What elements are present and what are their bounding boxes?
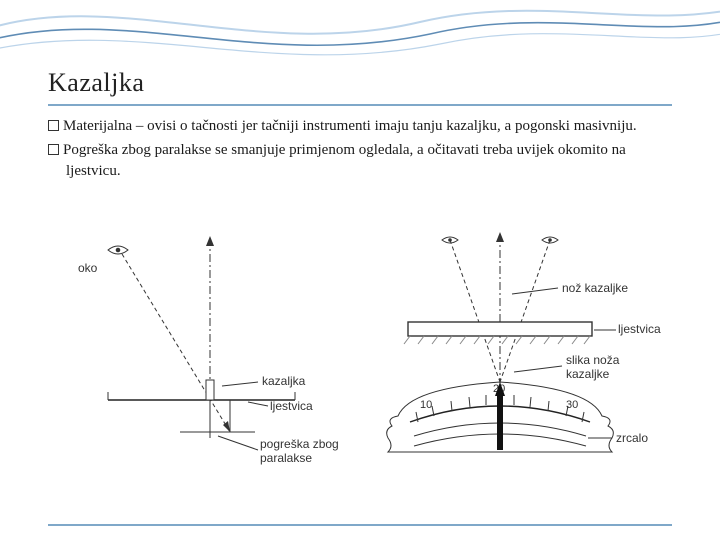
label-oko: oko: [78, 261, 98, 275]
bullet-2-text: Pogreška zbog paralakse se smanjuje prim…: [63, 142, 626, 178]
scale-10: 10: [420, 399, 432, 411]
scale-30: 30: [566, 399, 578, 411]
diagrams: oko kazaljka ljestvica pogreška zbog par…: [60, 232, 670, 502]
slide-bottom-rule: [48, 524, 672, 526]
label-zrcalo: zrcalo: [616, 431, 648, 445]
left-diagram: oko kazaljka ljestvica pogreška zbog par…: [78, 236, 339, 465]
slide-content: Kazaljka Materijalna – ovisi o tačnosti …: [48, 68, 672, 185]
bullet-list: Materijalna – ovisi o tačnosti jer tačni…: [48, 116, 672, 181]
label-noz: nož kazaljke: [562, 281, 628, 295]
slide-title: Kazaljka: [48, 68, 672, 106]
label-pogreska-2: paralakse: [260, 451, 312, 465]
right-diagram: nož kazaljke ljestvica slika noža kazalj…: [387, 232, 661, 452]
label-pogreska-1: pogreška zbog: [260, 437, 339, 451]
bullet-1: Materijalna – ovisi o tačnosti jer tačni…: [48, 116, 672, 136]
label-kazaljka: kazaljka: [262, 374, 306, 388]
label-ljestvica-r: ljestvica: [618, 322, 661, 336]
label-ljestvica: ljestvica: [270, 399, 313, 413]
bullet-1-text: Materijalna – ovisi o tačnosti jer tačni…: [63, 118, 637, 134]
label-slika-1: slika noža: [566, 353, 620, 367]
label-slika-2: kazaljke: [566, 367, 610, 381]
bullet-2: Pogreška zbog paralakse se smanjuje prim…: [48, 140, 672, 181]
